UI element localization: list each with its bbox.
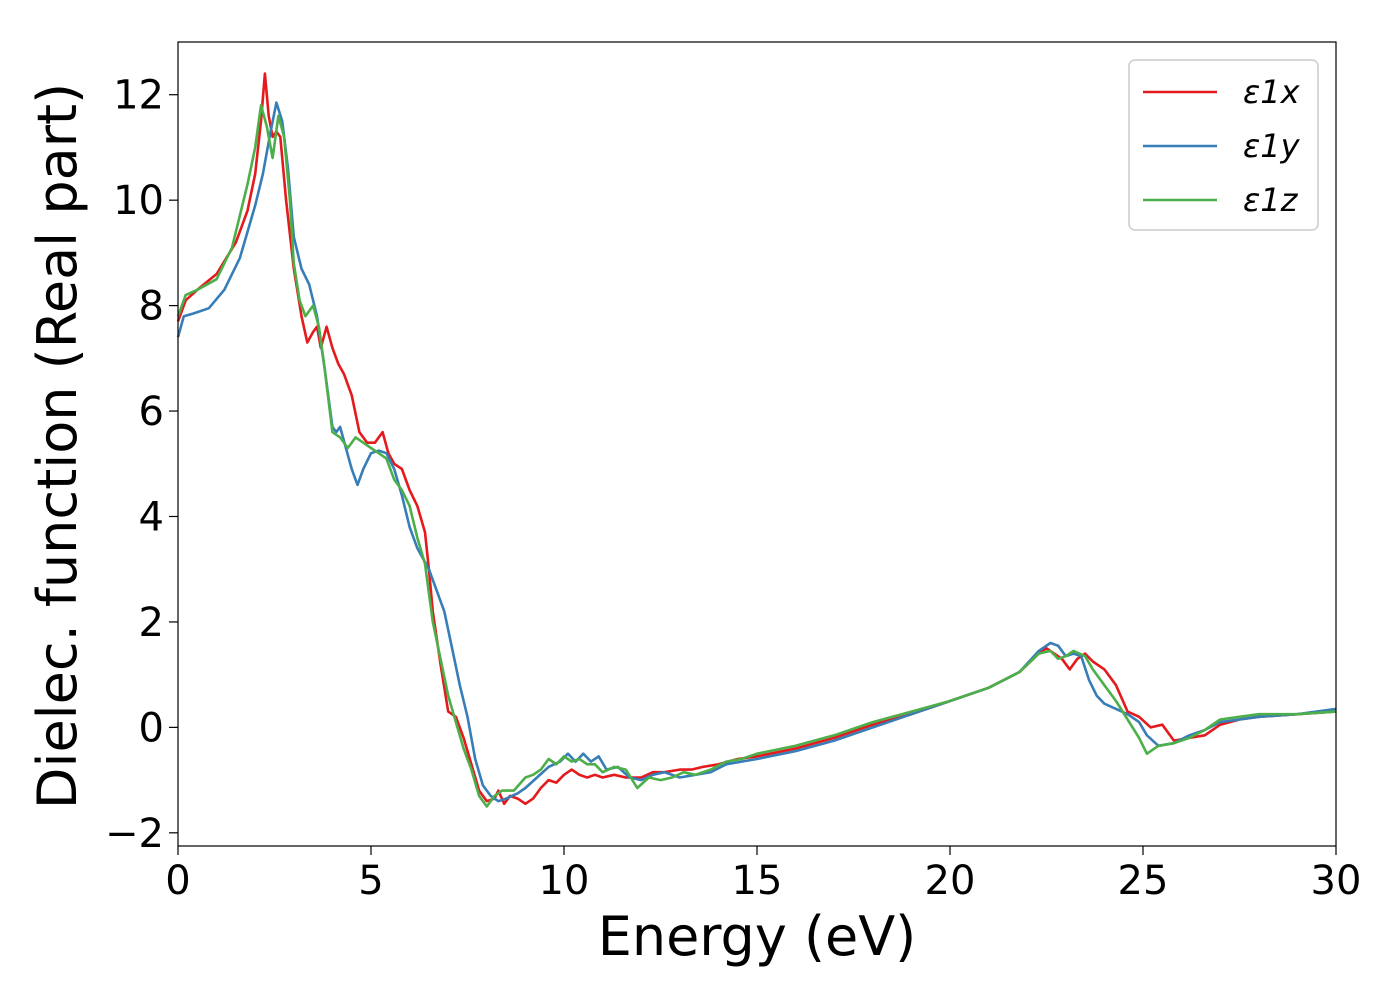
x-axis: 0 5 10 15 20 25 30	[165, 846, 1361, 904]
plot-area	[176, 72, 1337, 808]
x-tick-label: 5	[358, 858, 383, 904]
x-tick-label: 15	[732, 858, 783, 904]
y-tick-label: −2	[105, 811, 164, 857]
x-tick-label: 30	[1311, 858, 1362, 904]
y-tick-label: 8	[139, 284, 164, 330]
legend-label-1: ε1x	[1243, 73, 1301, 111]
legend: ε1x ε1y ε1z	[1128, 59, 1319, 231]
legend-label-2: ε1y	[1243, 127, 1301, 165]
series-line-3	[176, 104, 1337, 808]
y-tick-label: 4	[139, 494, 164, 540]
legend-label-3: ε1z	[1243, 181, 1299, 219]
x-tick-label: 10	[539, 858, 590, 904]
x-tick-label: 25	[1118, 858, 1169, 904]
x-axis-title: Energy (eV)	[598, 905, 917, 968]
series-line-1	[176, 72, 1337, 806]
y-tick-label: 10	[113, 178, 164, 224]
x-tick-label: 20	[925, 858, 976, 904]
y-tick-label: 2	[139, 600, 164, 646]
y-axis: −2 0 2 4 6 8 10 12	[105, 73, 178, 857]
y-tick-label: 0	[139, 705, 164, 751]
y-tick-label: 12	[113, 73, 164, 119]
y-tick-label: 6	[139, 389, 164, 435]
y-axis-title: Dielec. function (Real part)	[26, 83, 89, 809]
x-tick-label: 0	[165, 858, 190, 904]
legend-box	[1128, 59, 1319, 231]
